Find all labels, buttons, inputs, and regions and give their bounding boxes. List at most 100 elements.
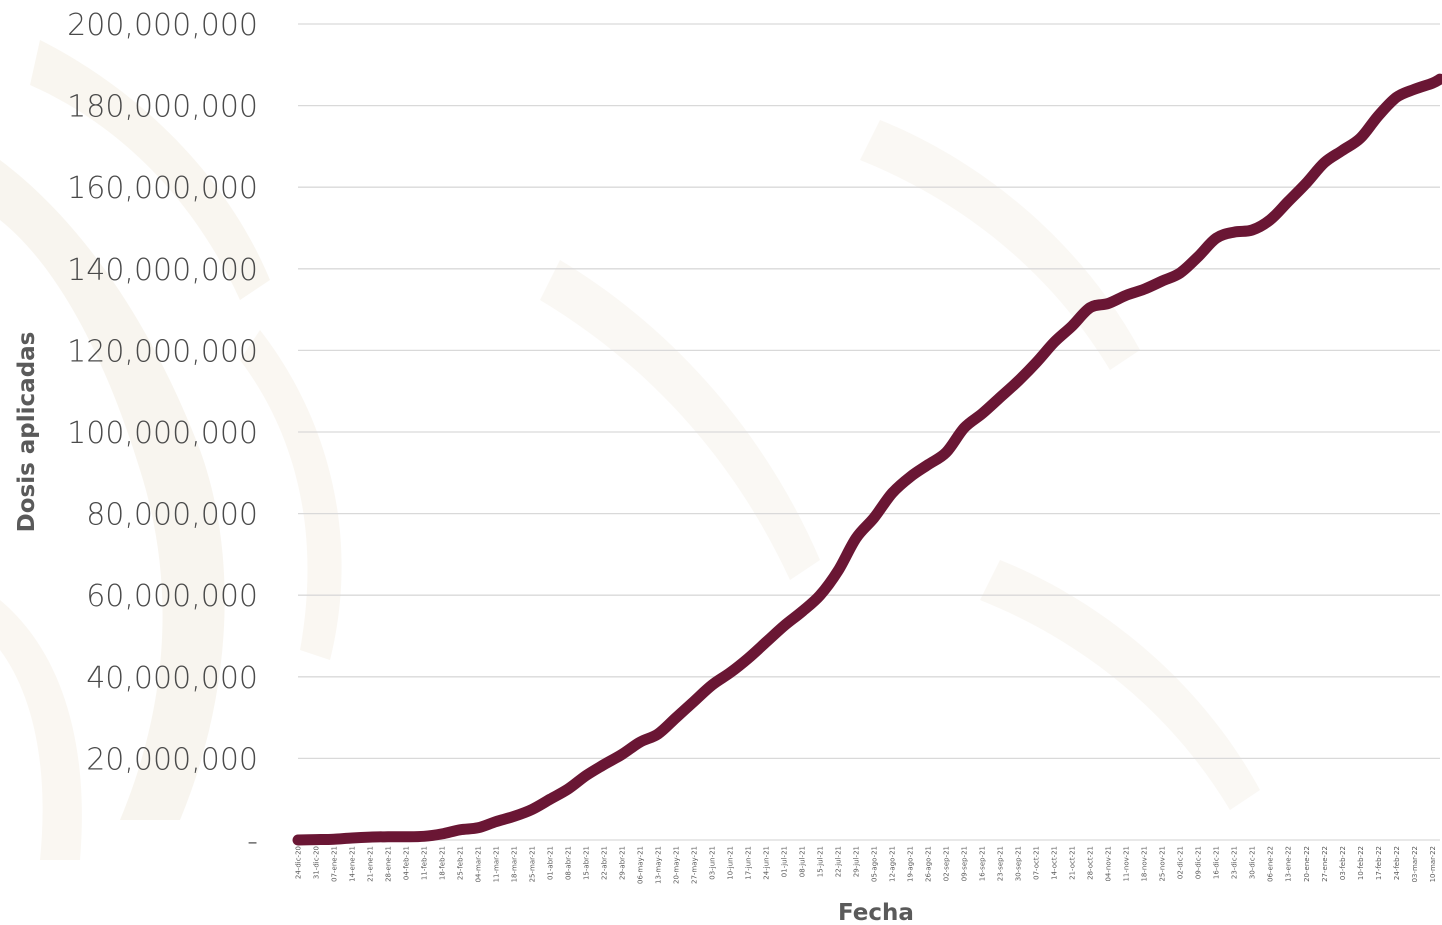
x-tick-label: 30-sep-21	[1015, 846, 1023, 881]
data-point	[476, 825, 480, 830]
data-point	[764, 640, 769, 645]
watermark-shape	[30, 40, 270, 300]
data-point	[1196, 254, 1201, 259]
data-point	[1268, 217, 1273, 222]
x-tick-label: 01-abr-21	[547, 846, 555, 880]
x-tick-label: 13-ene-22	[1285, 846, 1293, 882]
x-tick-label: 07-oct-21	[1033, 846, 1041, 880]
x-tick-label: 10-feb-22	[1357, 846, 1365, 880]
data-point	[746, 656, 751, 661]
data-point	[422, 834, 426, 839]
x-tick-label: 03-feb-22	[1339, 846, 1347, 880]
data-point	[944, 450, 949, 455]
y-tick-label: 200,000,000	[67, 8, 258, 43]
x-tick-label: 15-jul-21	[817, 846, 825, 877]
x-tick-label: 02-dic-21	[1177, 846, 1185, 879]
data-point	[836, 568, 841, 573]
watermark-shape	[0, 160, 225, 820]
y-tick-label: 40,000,000	[86, 661, 258, 696]
x-tick-label: 15-abr-21	[583, 846, 591, 880]
x-tick-label: 11-feb-21	[421, 846, 429, 880]
gridlines	[298, 23, 1440, 841]
y-tick-label: -	[247, 824, 258, 859]
x-tick-label: 30-dic-21	[1249, 846, 1257, 879]
data-point	[1214, 236, 1219, 241]
data-point	[1088, 305, 1093, 310]
data-point	[656, 731, 661, 736]
x-tick-label: 07-ene-21	[331, 846, 339, 882]
data-point	[1304, 181, 1309, 186]
x-tick-label: 29-abr-21	[619, 846, 627, 880]
data-point	[1430, 81, 1435, 86]
data-point	[530, 807, 535, 812]
data-point	[962, 425, 967, 430]
y-tick-label: 160,000,000	[67, 171, 258, 206]
x-tick-label: 26-ago-21	[925, 846, 933, 882]
x-tick-label: 10-jun-21	[727, 846, 735, 880]
data-point	[1358, 136, 1363, 141]
y-tick-label: 60,000,000	[86, 579, 258, 614]
data-point	[1412, 87, 1417, 92]
y-tick-label: 180,000,000	[67, 90, 258, 125]
data-point	[674, 715, 679, 720]
data-point	[1160, 279, 1165, 283]
x-tick-label: 25-mar-21	[529, 846, 537, 882]
x-tick-label: 28-ene-21	[385, 846, 393, 882]
data-point	[1178, 270, 1183, 275]
x-axis-title: Fecha	[838, 900, 914, 925]
data-point	[332, 837, 336, 842]
data-point	[1340, 148, 1345, 153]
x-tick-label: 23-dic-21	[1231, 846, 1239, 879]
x-axis-ticks: 24-dic-20 31-dic-20 07-ene-21 14-ene-21 21-e…	[295, 846, 1437, 884]
data-point	[1016, 379, 1021, 383]
data-point	[1034, 360, 1039, 365]
data-point	[494, 819, 498, 824]
watermark-pattern	[0, 40, 1260, 860]
data-point	[800, 609, 805, 614]
x-tick-label: 22-jul-21	[835, 846, 843, 877]
data-point	[908, 474, 913, 479]
x-tick-label: 23-sep-21	[997, 846, 1005, 881]
data-point	[1438, 77, 1442, 82]
data-point	[710, 683, 715, 687]
x-tick-label: 10-mar-22	[1429, 846, 1437, 882]
x-tick-label: 04-mar-21	[475, 846, 483, 882]
data-point	[872, 515, 877, 520]
data-point	[692, 699, 697, 704]
data-point	[1232, 230, 1237, 235]
x-tick-label: 11-mar-21	[493, 846, 501, 882]
x-tick-label: 19-ago-21	[907, 846, 915, 882]
x-tick-label: 17-feb-22	[1375, 846, 1383, 880]
x-tick-label: 08-abr-21	[565, 846, 573, 880]
data-point	[728, 670, 733, 675]
x-tick-label: 18-feb-21	[439, 846, 447, 880]
data-point	[818, 593, 823, 598]
y-tick-label: 120,000,000	[67, 334, 258, 369]
x-tick-label: 14-oct-21	[1051, 846, 1059, 880]
x-tick-label: 20-may-21	[673, 846, 681, 884]
watermark-shape	[540, 260, 820, 580]
x-tick-label: 02-sep-21	[943, 846, 951, 881]
data-point	[1052, 340, 1057, 345]
data-point	[566, 787, 571, 791]
x-tick-label: 03-mar-22	[1411, 846, 1419, 882]
y-axis-ticks: - 20,000,000 40,000,000 60,000,000 80,000,00…	[67, 8, 258, 859]
data-point	[854, 536, 859, 541]
x-tick-label: 18-mar-21	[511, 846, 519, 882]
x-tick-label: 24-dic-20	[295, 846, 303, 879]
data-point	[926, 462, 931, 467]
data-point	[638, 740, 643, 745]
series-layer	[292, 73, 1442, 846]
x-tick-label: 29-jul-21	[853, 846, 861, 877]
x-tick-label: 06-ene-22	[1267, 846, 1275, 882]
x-tick-label: 05-ago-21	[871, 846, 879, 882]
x-tick-label: 14-ene-21	[349, 846, 357, 882]
data-point	[1322, 160, 1327, 165]
data-point	[512, 814, 517, 819]
data-point	[584, 773, 589, 778]
data-point	[1250, 228, 1255, 232]
data-point	[620, 752, 625, 757]
data-point	[1124, 293, 1129, 298]
